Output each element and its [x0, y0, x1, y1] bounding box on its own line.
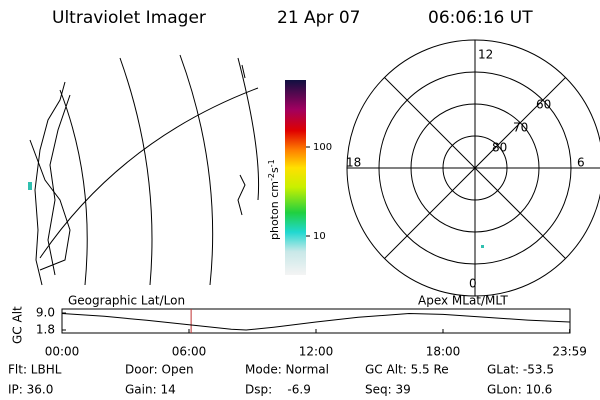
emission	[28, 182, 32, 190]
altitude-curve	[61, 312, 570, 331]
info-field: Door: Open	[125, 363, 194, 377]
strip-right-label: Apex MLat/MLT	[418, 294, 508, 308]
colorbar-unit: photon cm-2s-1	[267, 159, 282, 240]
unit: s	[268, 167, 281, 173]
map	[28, 54, 260, 286]
meridian	[119, 57, 153, 286]
strip-axis-label: GC Alt	[11, 306, 25, 344]
y-tick-label: 9.0	[36, 306, 55, 320]
polar-plot: 12 18 6 0 60 70 80	[346, 39, 600, 297]
parallel	[39, 87, 259, 259]
info-field: IP: 36.0	[8, 383, 53, 397]
meridian	[59, 89, 88, 286]
mlt-label: 6	[577, 156, 585, 170]
info-field: Gain: 14	[125, 383, 176, 397]
instrument: Ultraviolet Imager	[52, 8, 206, 28]
meridian	[179, 54, 214, 286]
strip-chart: Geographic Lat/Lon Apex MLat/MLT GC Alt …	[11, 294, 587, 359]
strip-left-label: Geographic Lat/Lon	[68, 294, 185, 308]
emission	[481, 245, 484, 248]
mlt-label: 0	[469, 277, 477, 291]
x-tick-label: 00:00	[45, 345, 80, 359]
mlt-label: 18	[346, 156, 361, 170]
lat-label: 60	[536, 98, 551, 112]
colorbar	[285, 80, 306, 275]
info-field: Mode: Normal	[245, 363, 329, 377]
axis	[384, 77, 566, 259]
lat-label: 80	[492, 141, 507, 155]
coast	[29, 139, 71, 271]
x-tick-label: 18:00	[426, 345, 461, 359]
x-tick-label: 23:59	[552, 345, 587, 359]
info-field: GLon: 10.6	[487, 383, 552, 397]
coast	[241, 64, 246, 79]
info-panel: Flt: LBHL Door: Open Mode: Normal GC Alt: 5…	[8, 363, 554, 397]
mlt-label: 12	[478, 48, 493, 62]
info-field: GC Alt: 5.5 Re	[365, 363, 449, 377]
x-tick-label: 12:00	[299, 345, 334, 359]
colorbar-label: 100	[313, 142, 332, 153]
coast	[237, 174, 246, 216]
info-field: Seq: 39	[365, 383, 411, 397]
colorbar-label: 10	[313, 231, 326, 242]
y-tick-label: 1.8	[36, 323, 55, 337]
unit-exp: -2	[267, 173, 276, 181]
info-field: Flt: LBHL	[8, 363, 62, 377]
meridian	[237, 57, 260, 201]
time: 06:06:16 UT	[428, 8, 533, 28]
coast	[34, 81, 66, 286]
unit: photon cm	[268, 181, 281, 240]
date: 21 Apr 07	[277, 8, 360, 28]
info-field: Dsp: -6.9	[245, 383, 311, 397]
info-field: GLat: -53.5	[487, 363, 554, 377]
coast	[47, 94, 71, 276]
x-tick-label: 06:00	[172, 345, 207, 359]
unit-exp: -1	[267, 159, 276, 167]
lat-label: 70	[513, 121, 528, 135]
